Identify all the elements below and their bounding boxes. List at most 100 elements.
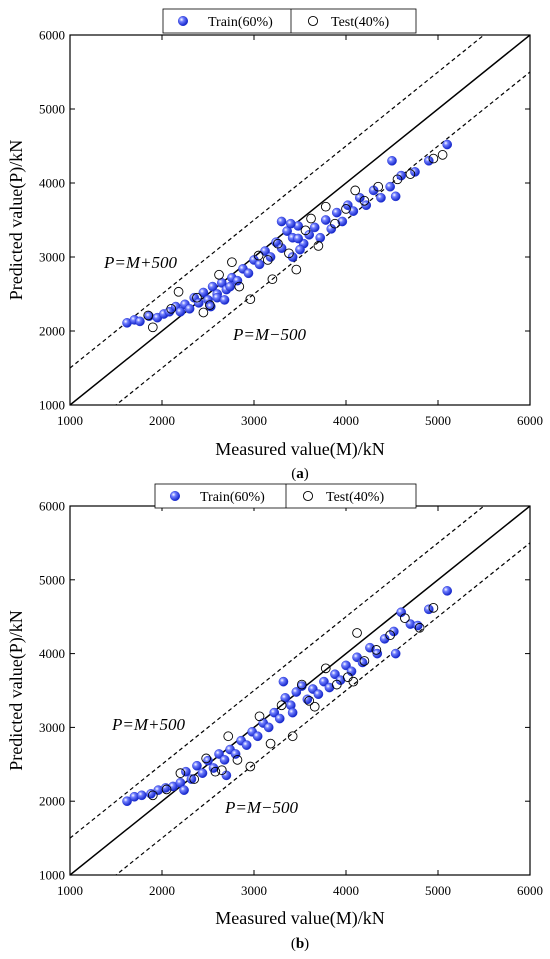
test-point <box>359 195 370 206</box>
test-point <box>232 755 243 765</box>
test-point <box>147 322 158 333</box>
x-tick-label: 6000 <box>517 413 543 428</box>
test-point <box>227 257 237 268</box>
annotation-lower-line: P=M−500 <box>224 798 298 817</box>
train-point <box>442 586 453 596</box>
legend-box <box>162 8 417 34</box>
train-point <box>230 749 241 759</box>
test-point <box>223 731 234 742</box>
test-point <box>234 281 245 292</box>
legend: Train(60%) Test(40%) <box>154 483 417 509</box>
test-point <box>405 169 416 179</box>
legend-train-label: Train(60%) <box>208 15 273 30</box>
train-point <box>385 181 395 192</box>
train-point <box>135 316 145 327</box>
test-point <box>400 613 410 624</box>
train-point <box>389 626 399 637</box>
train-point <box>214 749 224 759</box>
test-point <box>320 663 331 674</box>
y-tick-label: 2000 <box>39 324 65 339</box>
train-point <box>376 192 386 203</box>
lower-bound-line <box>115 542 530 875</box>
chart-panel-b: 1000 2000 3000 4000 5000 6000 1000 2000 3000 4000… <box>6 483 543 952</box>
x-tick-label: 1000 <box>57 883 83 898</box>
test-point <box>216 765 227 776</box>
test-point <box>173 286 184 297</box>
test-point <box>273 238 283 249</box>
train-point <box>287 707 298 718</box>
train-point <box>122 796 132 807</box>
test-point <box>201 753 212 764</box>
test-point <box>414 622 425 633</box>
test-point <box>392 174 403 185</box>
train-point <box>390 648 401 659</box>
test-point <box>192 292 202 303</box>
train-point <box>263 722 274 733</box>
identity-line <box>70 35 530 405</box>
y-tick-label: 2000 <box>39 794 65 809</box>
train-point <box>243 268 254 279</box>
legend-test-marker <box>307 15 319 27</box>
x-axis-label: Measured value(M)/kN <box>215 908 384 929</box>
train-point <box>442 139 453 150</box>
y-tick-label: 6000 <box>39 28 65 43</box>
train-point <box>285 218 296 229</box>
test-point <box>331 679 342 690</box>
x-tick-label: 3000 <box>241 883 267 898</box>
upper-bound-line <box>70 35 485 369</box>
y-axis-label: Predicted value(P)/kN <box>6 610 27 770</box>
test-point <box>254 711 265 722</box>
train-point <box>387 155 397 166</box>
train-point <box>365 642 375 653</box>
train-point <box>254 259 265 270</box>
test-point <box>262 255 273 265</box>
test-point <box>245 294 256 305</box>
y-axis-label: Predicted value(P)/kN <box>6 140 27 300</box>
test-point <box>437 150 448 160</box>
test-point <box>166 303 177 314</box>
train-point <box>269 707 280 718</box>
train-point <box>184 303 195 314</box>
train-point <box>241 740 252 750</box>
test-point <box>189 774 200 784</box>
train-point <box>423 155 434 166</box>
train-point <box>390 191 401 202</box>
test-point <box>352 628 362 638</box>
train-point <box>319 676 329 687</box>
test-point <box>161 784 172 795</box>
train-point <box>225 281 235 292</box>
y-tick-label: 3000 <box>39 250 65 265</box>
x-tick-label: 5000 <box>425 883 451 898</box>
train-point <box>354 192 365 203</box>
test-point <box>245 761 256 772</box>
test-point <box>309 701 320 712</box>
train-point <box>291 687 302 697</box>
test-point <box>175 768 186 779</box>
test-point <box>320 201 331 212</box>
test-point <box>385 630 396 641</box>
test-point <box>341 204 351 214</box>
train-point <box>205 301 216 312</box>
test-point <box>143 310 154 321</box>
legend-test-label: Test(40%) <box>326 490 384 505</box>
y-tick-label: 4000 <box>39 176 65 191</box>
train-point <box>330 669 340 680</box>
train-point <box>337 216 348 227</box>
test-point <box>304 695 315 706</box>
train-point <box>293 233 303 244</box>
legend-train-marker <box>169 491 180 502</box>
test-point <box>287 731 298 742</box>
train-point <box>207 281 218 292</box>
chart-panel-a: 1000 2000 3000 4000 5000 6000 1000 2000 3000 4000… <box>6 8 543 482</box>
y-tick-label: 1000 <box>39 868 65 883</box>
legend: Train(60%) Test(40%) <box>162 8 417 34</box>
train-point <box>396 170 407 181</box>
test-point <box>210 766 221 777</box>
x-tick-label: 2000 <box>149 883 175 898</box>
test-point <box>284 248 294 259</box>
test-point <box>428 602 439 613</box>
legend-box <box>154 483 417 509</box>
test-point <box>348 676 359 687</box>
annotation-lower-line: P=M−500 <box>232 325 306 344</box>
x-tick-label: 3000 <box>241 413 267 428</box>
